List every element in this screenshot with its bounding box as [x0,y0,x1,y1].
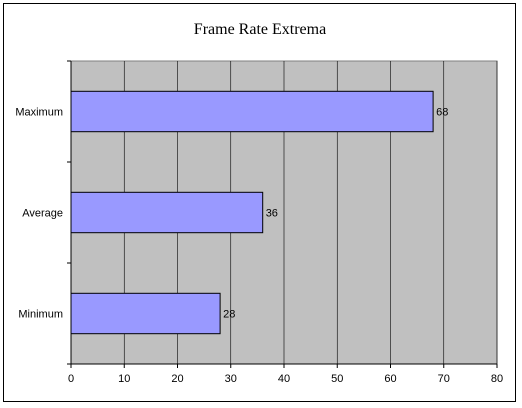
category-label: Maximum [15,107,63,119]
x-tick-label: 40 [278,373,290,385]
x-tick-label: 30 [225,373,237,385]
x-tick-label: 60 [384,373,396,385]
bar-minimum [70,292,221,335]
data-label: 68 [436,107,448,119]
x-axis: 0 10 20 30 40 50 60 70 80 [68,363,503,385]
category-label: Minimum [18,309,63,321]
x-tick-label: 0 [68,373,74,385]
data-label: 28 [223,309,235,321]
x-tick-label: 10 [118,373,130,385]
bar-maximum [70,90,434,133]
chart-title: Frame Rate Extrema [194,21,326,38]
category-label: Average [22,208,63,220]
x-tick-label: 80 [491,373,503,385]
x-tick-label: 20 [171,373,183,385]
y-axis: Maximum Average Minimum [15,60,72,365]
data-label: 36 [266,208,278,220]
bars: 68 36 28 [70,90,448,335]
x-tick-label: 70 [438,373,450,385]
bar-average [70,191,264,234]
x-tick-label: 50 [331,373,343,385]
